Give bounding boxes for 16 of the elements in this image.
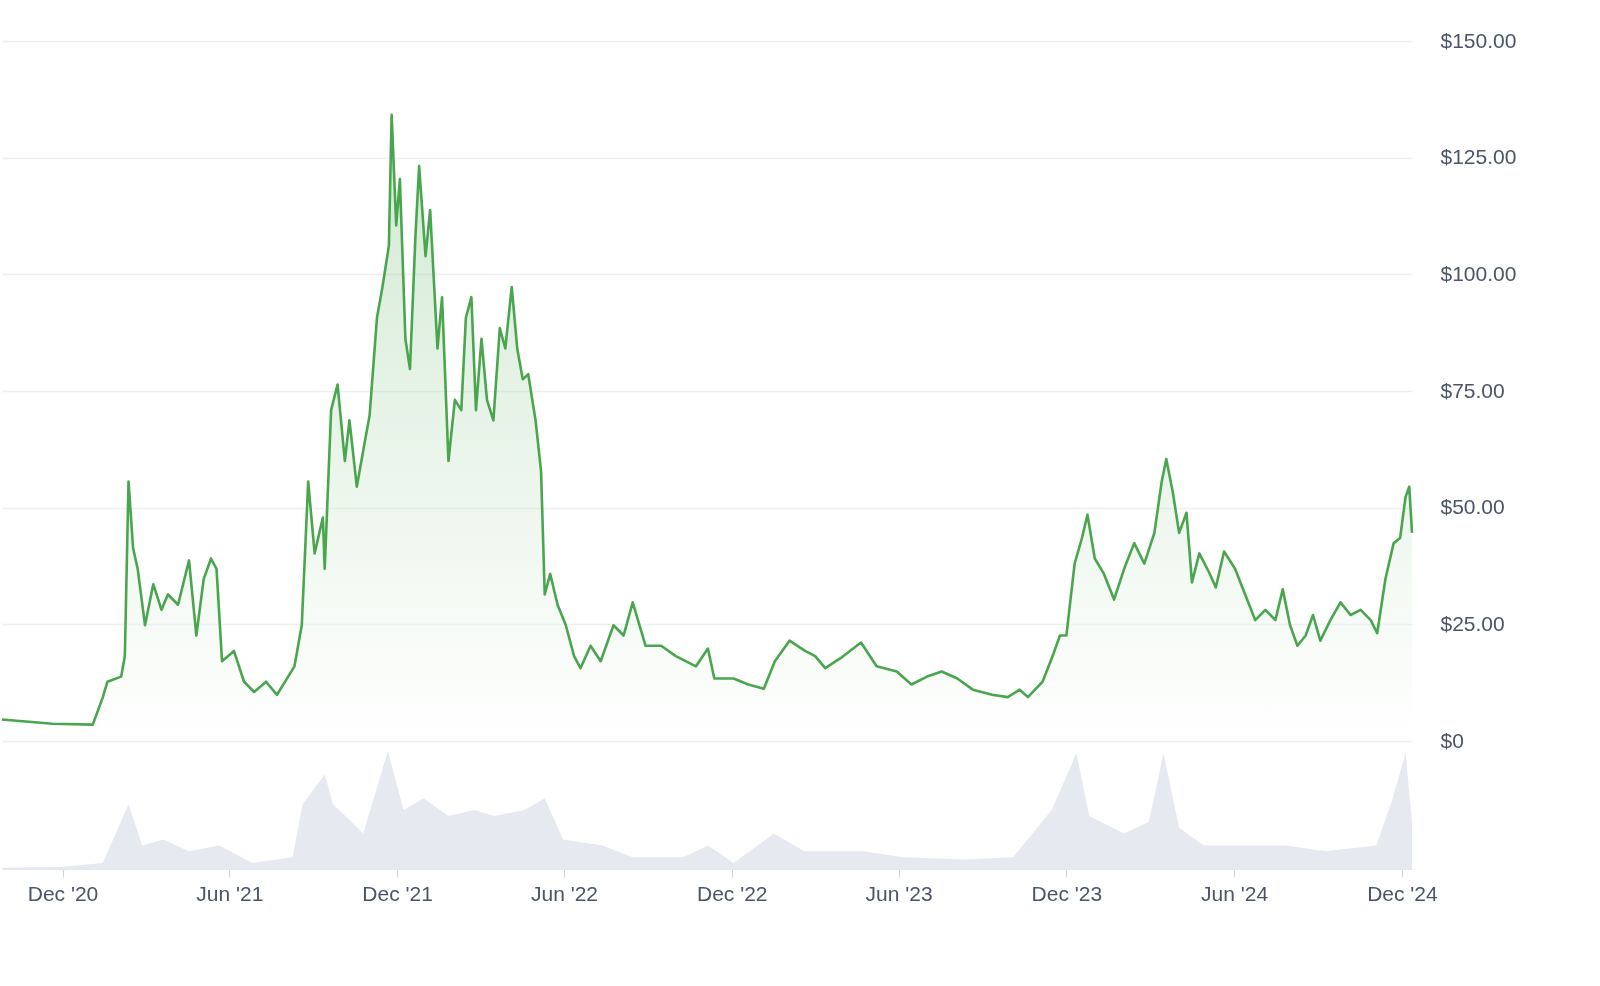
x-tick-label: Dec '20 [27, 881, 99, 905]
x-tick-label: Dec '21 [362, 881, 433, 905]
y-tick-label: $0 [1440, 728, 1464, 752]
y-tick-label: $75.00 [1440, 378, 1505, 402]
y-tick-label: $50.00 [1440, 495, 1505, 519]
x-tick-label: Jun '23 [865, 881, 933, 905]
y-tick-label: $25.00 [1440, 611, 1505, 635]
y-tick-label: $150.00 [1440, 28, 1517, 52]
y-tick-label: $100.00 [1440, 261, 1517, 285]
x-tick-label: Dec '22 [696, 881, 768, 905]
x-tick-label: Jun '22 [530, 881, 599, 905]
x-tick-label: Dec '24 [1367, 881, 1439, 905]
y-tick-label: $125.00 [1440, 145, 1517, 169]
x-tick-label: Jun '24 [1201, 881, 1269, 905]
x-tick-label: Dec '23 [1031, 881, 1103, 905]
x-tick-label: Jun '21 [196, 881, 264, 905]
